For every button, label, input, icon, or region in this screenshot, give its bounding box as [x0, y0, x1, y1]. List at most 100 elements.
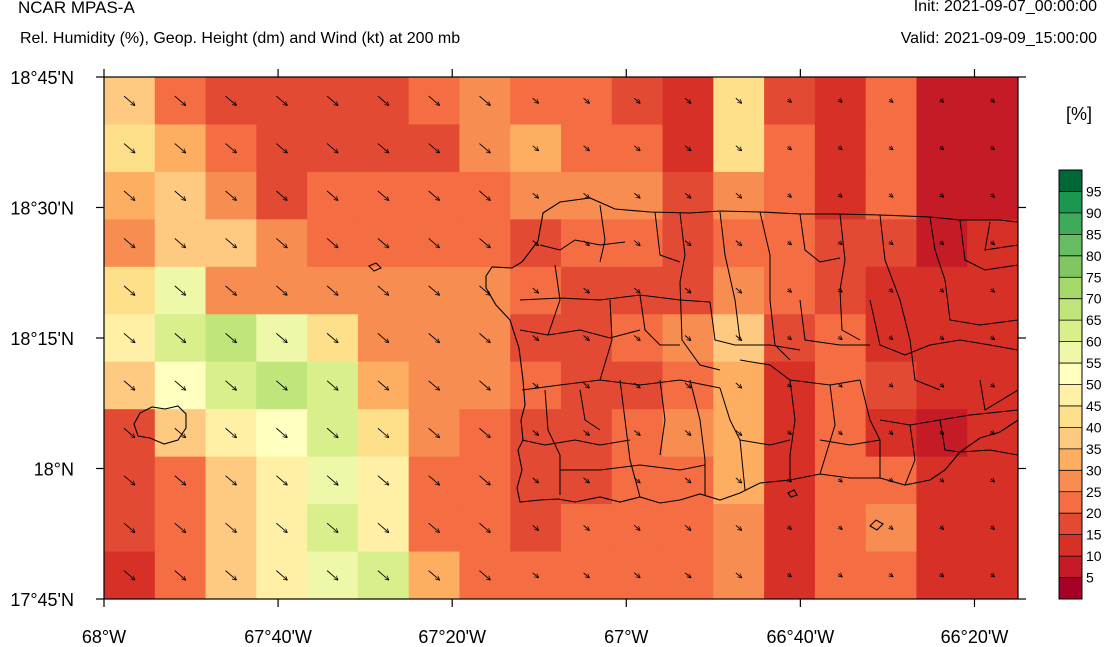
- municipal-border: [639, 294, 680, 346]
- colorbar-segment: [1059, 255, 1082, 278]
- wind-arrow: [276, 427, 287, 437]
- wind-arrow: [326, 143, 338, 153]
- wind-arrow: [174, 522, 186, 532]
- wind-arrow: [991, 99, 995, 102]
- colorbar-segment: [1059, 470, 1082, 493]
- wind-arrow: [633, 240, 640, 246]
- wind-arrow: [633, 97, 640, 103]
- wind-arrow: [428, 475, 440, 485]
- wind-arrow: [276, 190, 287, 200]
- wind-arrow: [889, 242, 893, 245]
- wind-arrow: [123, 333, 135, 342]
- caja-de-muertos-outline: [869, 519, 884, 531]
- colorbar-segment: [1059, 577, 1082, 600]
- wind-arrow: [276, 475, 287, 485]
- wind-arrow: [326, 570, 338, 580]
- colorbar-segment: [1059, 534, 1082, 557]
- municipal-border: [909, 339, 941, 391]
- wind-arrow: [123, 570, 135, 580]
- wind-arrow: [633, 192, 640, 198]
- municipal-border: [519, 294, 711, 303]
- municipal-border: [560, 464, 706, 471]
- x-tick-label: 67°20'W: [418, 627, 486, 647]
- wind-arrow: [633, 335, 640, 341]
- colorbar-tick-label: 80: [1086, 248, 1102, 264]
- wind-arrow: [889, 289, 893, 292]
- y-tick-label: 18°N: [34, 460, 74, 480]
- wind-arrow: [225, 333, 237, 342]
- wind-arrow: [788, 431, 792, 434]
- wind-arrow: [889, 479, 893, 482]
- colorbar-tick-label: 40: [1086, 419, 1102, 435]
- municipal-border: [869, 299, 961, 356]
- colorbar-segment: [1059, 191, 1082, 214]
- wind-arrow: [735, 335, 742, 341]
- colorbar-tick-label: 75: [1086, 269, 1102, 285]
- municipal-border: [929, 216, 946, 281]
- municipal-border: [519, 329, 641, 339]
- wind-arrow: [838, 574, 842, 577]
- wind-arrow: [276, 570, 287, 580]
- colorbar-segment: [1059, 513, 1082, 536]
- colorbar-tick-label: 95: [1086, 183, 1102, 199]
- wind-arrow: [788, 194, 792, 197]
- wind-arrow: [428, 380, 440, 390]
- colorbar-tick-label: 50: [1086, 377, 1102, 393]
- wind-arrow: [940, 574, 944, 577]
- x-tick-label: 67°W: [604, 627, 648, 647]
- wind-arrow: [532, 477, 539, 483]
- municipal-border: [859, 379, 881, 478]
- wind-arrow: [633, 477, 640, 483]
- wind-arrow: [838, 194, 842, 197]
- municipal-border: [979, 379, 1018, 411]
- wind-arrow: [225, 380, 237, 390]
- wind-arrow: [377, 285, 389, 295]
- wind-arrow: [276, 380, 287, 390]
- wind-arrow: [735, 97, 742, 103]
- wind-arrow: [788, 479, 792, 482]
- wind-arrow: [428, 285, 440, 295]
- municipal-border: [769, 299, 791, 361]
- colorbar-tick-label: 15: [1086, 527, 1102, 543]
- wind-arrow: [583, 382, 590, 388]
- colorbar-tick-label: 10: [1086, 548, 1102, 564]
- wind-arrow: [583, 335, 590, 341]
- municipal-border: [539, 239, 626, 251]
- wind-arrow: [276, 95, 287, 105]
- municipal-border: [879, 214, 911, 341]
- wind-arrow: [991, 431, 995, 434]
- municipal-border: [799, 213, 841, 263]
- wind-arrow: [684, 240, 691, 246]
- wind-arrow: [174, 427, 186, 437]
- wind-arrow: [788, 242, 792, 245]
- wind-arrow: [633, 145, 640, 151]
- wind-arrow: [788, 147, 792, 150]
- municipal-border: [579, 389, 601, 431]
- wind-arrow: [377, 95, 389, 105]
- colorbar-tick-label: 30: [1086, 462, 1102, 478]
- y-tick-label: 18°45'N: [10, 68, 74, 88]
- wind-arrow: [123, 190, 135, 200]
- wind-arrow: [377, 143, 389, 153]
- wind-arrow: [326, 475, 338, 485]
- municipal-border: [679, 212, 686, 283]
- wind-arrow: [174, 238, 186, 247]
- colorbar-tick-label: 35: [1086, 441, 1102, 457]
- wind-arrow: [583, 287, 590, 293]
- wind-arrow: [377, 427, 389, 437]
- wind-arrow: [991, 147, 995, 150]
- wind-arrow: [838, 479, 842, 482]
- colorbar-unit-label: [%]: [1066, 104, 1093, 124]
- wind-arrow: [479, 333, 490, 342]
- wind-arrow: [788, 526, 792, 529]
- municipal-border: [984, 221, 1018, 251]
- wind-arrow: [583, 97, 590, 103]
- wind-arrow: [788, 384, 792, 387]
- wind-arrow: [889, 194, 893, 197]
- municipal-border: [799, 299, 870, 346]
- wind-arrow: [174, 95, 186, 105]
- wind-arrow: [684, 524, 691, 530]
- colorbar-tick-label: 45: [1086, 398, 1102, 414]
- wind-arrow: [326, 238, 338, 247]
- wind-arrow: [788, 574, 792, 577]
